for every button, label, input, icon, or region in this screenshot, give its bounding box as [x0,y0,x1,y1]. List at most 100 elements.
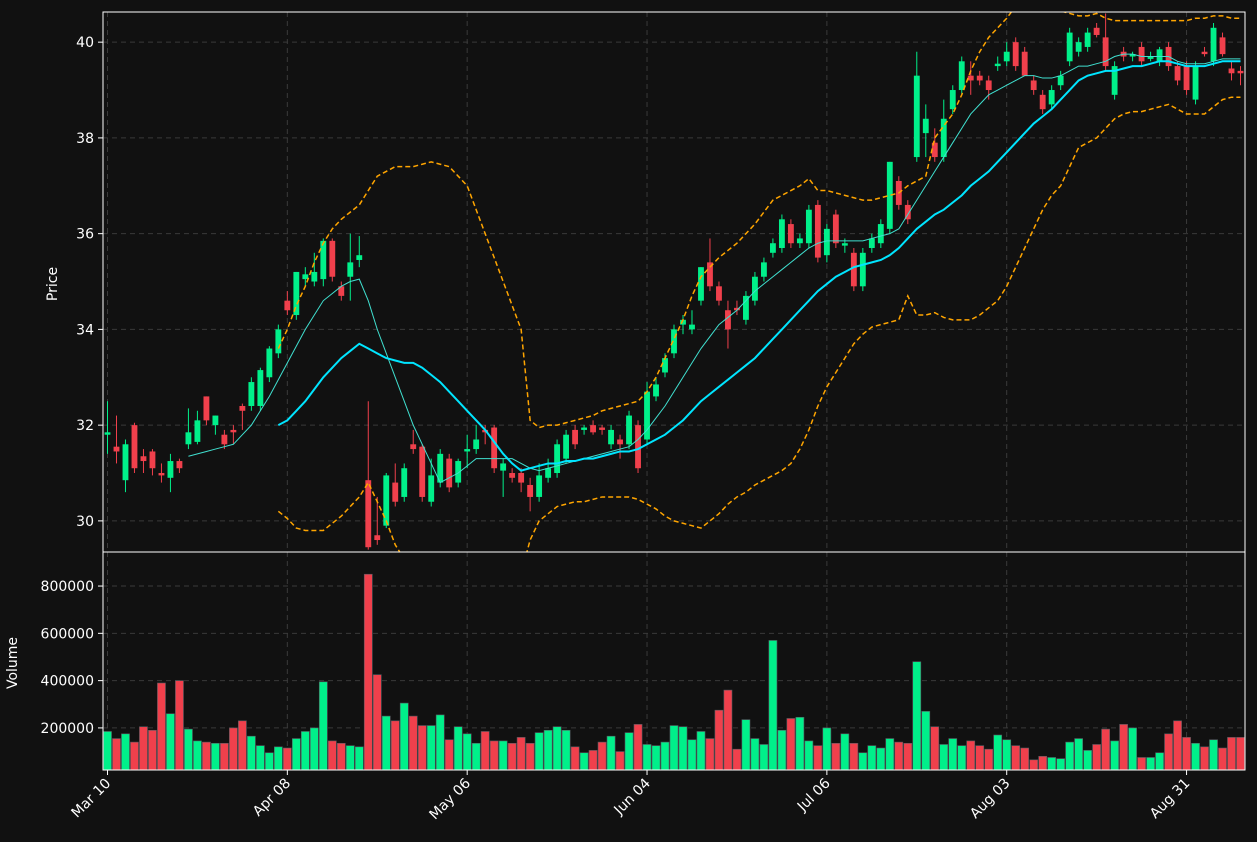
candle-body [1012,42,1019,67]
volume-frame [102,551,1246,771]
candle-body [158,473,165,476]
volume-bar [966,740,976,770]
volume-bar [696,731,706,770]
candle-body [1066,32,1073,62]
candle-body [104,432,111,435]
volume-bar [184,728,193,770]
candle-body [608,429,614,445]
candle-body [1237,70,1244,74]
volume-bar [516,737,526,770]
volume-bar [1056,758,1066,770]
volume-bar [984,748,994,770]
candle-body [644,391,650,440]
candle-body [419,446,426,497]
candle-body [752,276,758,301]
candle-body [572,429,579,445]
volume-bar [786,718,796,770]
candle-body [401,468,408,497]
volume-bar [103,731,112,770]
volume-bar [273,746,283,770]
volume-bar [894,741,904,770]
volume-axis-label: Volume [5,637,21,689]
volume-bar [327,740,337,770]
candle-body [671,329,677,354]
candle-body [329,240,336,277]
candle-body [976,75,983,81]
candle-body [563,434,570,459]
volume-bar [300,731,310,770]
y-tick-label: 800000 [41,579,94,595]
volume-bar [687,739,697,770]
volume-bar [148,729,157,770]
candle-body [257,370,264,406]
volume-bar [1065,741,1074,770]
candle-body [617,439,623,445]
volume-bar [229,727,238,770]
volume-bar [193,740,202,770]
candle-body [1129,54,1136,57]
candle-body [590,425,596,433]
candle-body [347,262,354,277]
candle-body [689,324,695,330]
volume-plot [103,573,1245,770]
volume-bar [615,751,625,770]
candle-body [778,219,785,249]
volume-bar [867,745,877,770]
volume-bar [390,720,400,770]
volume-bar [399,702,409,770]
volume-bar [1218,747,1227,770]
volume-bar [750,738,760,770]
y-tick-label: 400000 [41,674,94,690]
volume-bar [112,738,121,770]
candle-body [581,427,588,430]
candle-body [635,425,641,469]
candle-body [1219,37,1226,55]
volume-bar [291,738,301,770]
candle-body [599,427,605,430]
candle-body [392,482,399,502]
candle-body [113,446,120,452]
candle-body [859,252,866,287]
volume-bar [804,740,814,770]
candle-body [311,271,318,282]
volume-bar [921,711,931,770]
volume-bar [795,716,805,770]
candle-body [796,238,803,244]
candle-body [1057,75,1064,86]
candle-body [707,262,713,287]
volume-bar [714,709,724,770]
volume-bar [480,731,490,770]
candle-body [1003,51,1010,62]
candle-body [931,142,938,158]
volume-bar [417,725,427,770]
candle-body [662,358,668,373]
volume-bar [354,746,364,770]
volume-bar [1119,724,1128,770]
y-tick-label: 600000 [41,626,94,642]
volume-bar [831,742,841,770]
candle-body [1138,46,1145,62]
candle-body [904,204,911,220]
volume-bar [588,750,598,770]
volume-bar [1074,738,1083,770]
volume-bar [903,742,913,770]
line-thin [188,53,1241,484]
candle-body [850,252,857,287]
candle-body [716,286,722,301]
candle-body [832,214,839,244]
candle-body [374,535,381,541]
candle-body [680,319,686,325]
candle-body [949,90,956,110]
candle-body [194,420,201,442]
volume-bar [1092,744,1101,770]
candle-body [1201,51,1208,55]
candle-body [509,473,516,478]
volume-bar [381,715,391,770]
candle-body [491,427,498,469]
volume-bar [1029,759,1039,770]
volume-bar [345,745,355,770]
candle-body [626,415,632,445]
candle-body [1093,27,1100,35]
volume-bar [642,744,652,770]
volume-bar [1209,739,1218,770]
